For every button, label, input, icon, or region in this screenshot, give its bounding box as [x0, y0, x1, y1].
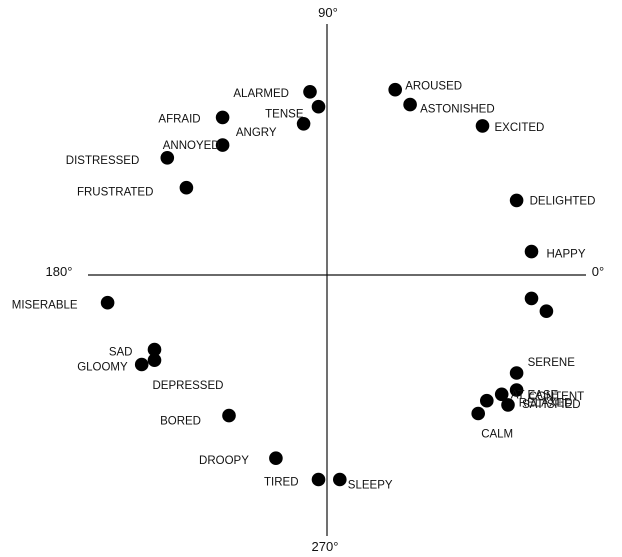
label-alarmed: ALARMED	[233, 88, 289, 100]
point-excited	[475, 119, 490, 133]
label-sleepy: SLEEPY	[348, 480, 393, 492]
label-miserable: MISERABLE	[12, 300, 78, 312]
label-happy: HAPPY	[547, 249, 586, 261]
point-unlabeled-13	[539, 304, 554, 319]
point-satisfied	[501, 398, 515, 412]
point-sleepy	[333, 472, 347, 487]
emotion-points	[100, 82, 554, 487]
label-excited: EXCITED	[495, 122, 545, 134]
label-sad: SAD	[109, 347, 133, 359]
label-relaxed: RELAXED	[519, 398, 573, 410]
point-depressed	[147, 353, 162, 368]
label-tired: TIRED	[264, 477, 299, 489]
label-afraid: AFRAID	[158, 113, 200, 125]
point-calm	[471, 406, 486, 421]
point-distressed	[160, 151, 175, 165]
point-tense	[311, 99, 326, 114]
label-frustrated: FRUSTRATED	[77, 187, 153, 199]
label-at-ease: AT EASE	[511, 389, 559, 401]
point-angry	[296, 117, 311, 131]
point-tired	[311, 472, 326, 487]
point-astonished	[403, 97, 417, 112]
label-tense: TENSE	[265, 109, 304, 121]
label-satisfied: SATISFIED	[522, 399, 581, 411]
point-at-ease	[494, 387, 509, 402]
point-frustrated	[179, 180, 194, 195]
point-aroused	[388, 82, 403, 97]
axis-label-right: 0°	[592, 264, 604, 279]
label-droopy: DROOPY	[199, 455, 249, 467]
point-delighted	[509, 193, 524, 208]
label-angry: ANGRY	[236, 127, 277, 139]
point-alarmed	[303, 85, 317, 99]
point-unlabeled-12	[524, 291, 539, 306]
label-bored: BORED	[160, 416, 201, 428]
point-gloomy	[134, 357, 149, 372]
label-content: CONTENT	[529, 391, 585, 403]
point-bored	[222, 408, 236, 423]
label-annoyed: ANNOYED	[163, 140, 220, 152]
point-relaxed	[480, 393, 494, 408]
axis-label-bottom: 270°	[312, 539, 339, 554]
label-distressed: DISTRESSED	[66, 155, 140, 167]
label-delighted: DELIGHTED	[530, 195, 596, 207]
point-droopy	[269, 451, 283, 466]
point-content	[509, 383, 524, 397]
label-calm: CALM	[481, 429, 513, 441]
label-aroused: AROUSED	[405, 81, 462, 93]
axis-label-left: 180°	[46, 264, 73, 279]
point-afraid	[215, 110, 230, 125]
point-serene	[509, 366, 524, 380]
emotion-labels: ALARMED TENSE AFRAID ANGRY ANNOYED DISTRESSED…	[12, 81, 596, 492]
axis-label-top: 90°	[318, 5, 338, 20]
label-gloomy: GLOOMY	[77, 362, 128, 374]
label-serene: SERENE	[528, 357, 576, 369]
label-astonished: ASTONISHED	[420, 104, 495, 116]
point-sad	[147, 342, 162, 357]
label-depressed: DEPRESSED	[153, 380, 224, 392]
point-annoyed	[215, 138, 230, 152]
point-miserable	[100, 295, 115, 310]
point-happy	[524, 244, 539, 259]
